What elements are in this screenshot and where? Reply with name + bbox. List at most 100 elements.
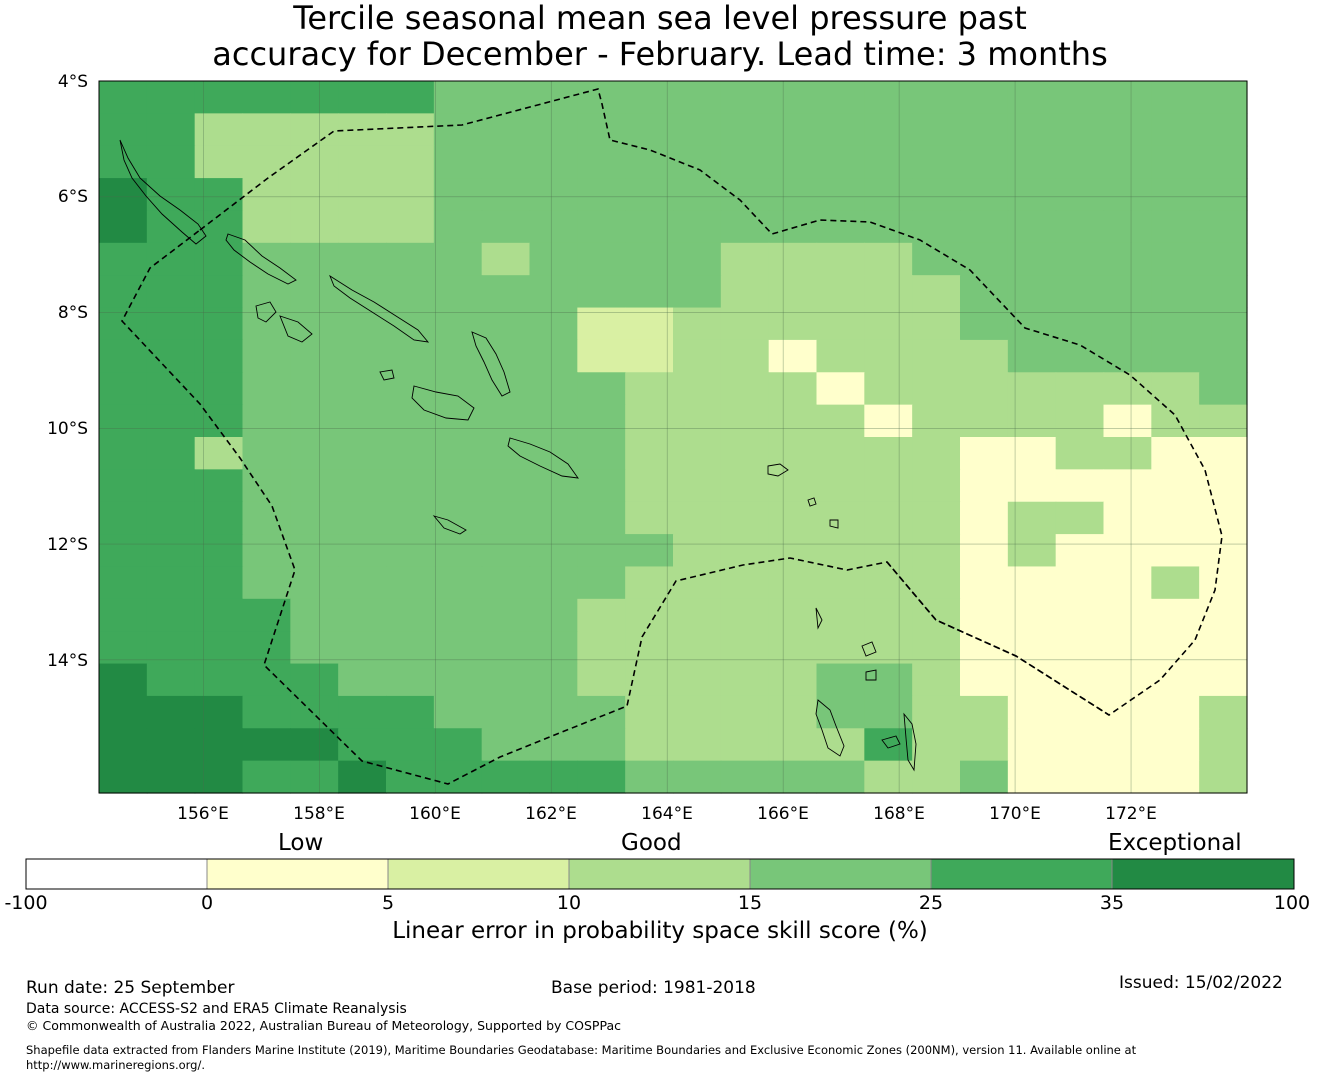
grid-cell [1151,663,1200,697]
grid-cell [99,81,148,114]
grid-cell [529,81,578,114]
grid-cell [816,178,865,212]
grid-cell [912,598,961,632]
grid-cell [481,404,531,438]
grid-cell [1055,210,1105,244]
grid-cell [720,81,770,114]
grid-cell [912,210,961,244]
grid-cell [625,728,674,762]
lon-label-162e: 162°E [525,804,577,824]
grid-cell [720,437,770,470]
grid-cell [1151,242,1200,276]
grid-cell [1055,663,1105,697]
grid-cell [99,372,148,406]
grid-cell [529,566,578,600]
grid-cell [194,501,244,535]
grid-cell [864,566,913,600]
grid-cell [960,663,1009,697]
shapefile-credit-line1: Shapefile data extracted from Flanders M… [26,1043,1137,1057]
grid-cell [768,242,818,276]
grid-cell [338,81,387,114]
grid-cell [960,307,1009,341]
grid-cell [481,695,531,729]
grid-cell [816,534,865,568]
grid-cell [960,275,1009,309]
island-tikopia [807,497,817,507]
grid-cell [386,404,435,438]
grid-cell [529,275,578,309]
grid-cell [816,210,865,244]
grid-cell [242,210,291,244]
grid-cell [673,469,722,503]
grid-cell [864,404,913,438]
grid-cell [242,81,291,114]
chart-title: Tercile seasonal mean sea level pressure… [0,0,1320,72]
grid-cell [1151,372,1200,406]
grid-cell [1103,760,1152,794]
grid-cell [768,372,818,406]
grid-cell [625,695,674,729]
grid-cell [433,81,483,114]
grid-cell [1007,566,1057,600]
grid-cell [673,307,722,341]
grid-cell [290,631,339,665]
grid-cell [864,275,913,309]
grid-cell [912,695,961,729]
grid-cell [338,437,387,470]
grid-cell [1007,695,1057,729]
grid-cell [529,372,578,406]
grid-cell [194,178,244,212]
grid-cell [386,631,435,665]
grid-cell [673,598,722,632]
grid-cell [1103,81,1152,114]
colorbar-tick--100: -100 [4,892,47,914]
grid-cell [529,210,578,244]
grid-cell [1103,501,1152,535]
grid-cell [290,469,339,503]
grid-cell [1055,242,1105,276]
grid-cell [1151,469,1200,503]
grid-cell [481,501,531,535]
grid-cell [912,501,961,535]
grid-cell [864,178,913,212]
island-east-1 [379,369,395,381]
grid-cell [338,372,387,406]
grid-cell [386,437,435,470]
grid-cell [912,81,961,114]
grid-cell [1055,437,1105,470]
grid-cell [386,760,435,794]
grid-cell [1151,534,1200,568]
title-line-2: accuracy for December - February. Lead t… [212,35,1108,73]
grid-cell [146,728,196,762]
grid-cell [673,339,722,373]
grid-cell [864,501,913,535]
grid-cell [338,631,387,665]
grid-cell [673,631,722,665]
grid-cell [1007,404,1057,438]
grid-cell [1007,372,1057,406]
grid-cell [242,145,291,179]
grid-cell [481,307,531,341]
grid-cell [146,695,196,729]
grid-cell [194,242,244,276]
grid-cell [912,534,961,568]
grid-cell [529,437,578,470]
grid-cell [242,372,291,406]
grid-cell [816,242,865,276]
grid-cell [146,534,196,568]
grid-cell [242,437,291,470]
grid-cell [1055,566,1105,600]
grid-cell [529,242,578,276]
grid-cell [386,695,435,729]
colorbar: -100 0 5 10 15 25 35 100 [4,858,1310,914]
grid-cell [99,598,148,632]
grid-cell [720,469,770,503]
title-line-1: Tercile seasonal mean sea level pressure… [293,0,1027,37]
colorbar-tick-25: 25 [919,892,943,914]
grid-cell [481,113,531,147]
grid-cell [1055,307,1105,341]
category-low: Low [278,830,324,856]
colorbar-tick-0: 0 [201,892,213,914]
grid-cell [673,728,722,762]
grid-cell [99,113,148,147]
